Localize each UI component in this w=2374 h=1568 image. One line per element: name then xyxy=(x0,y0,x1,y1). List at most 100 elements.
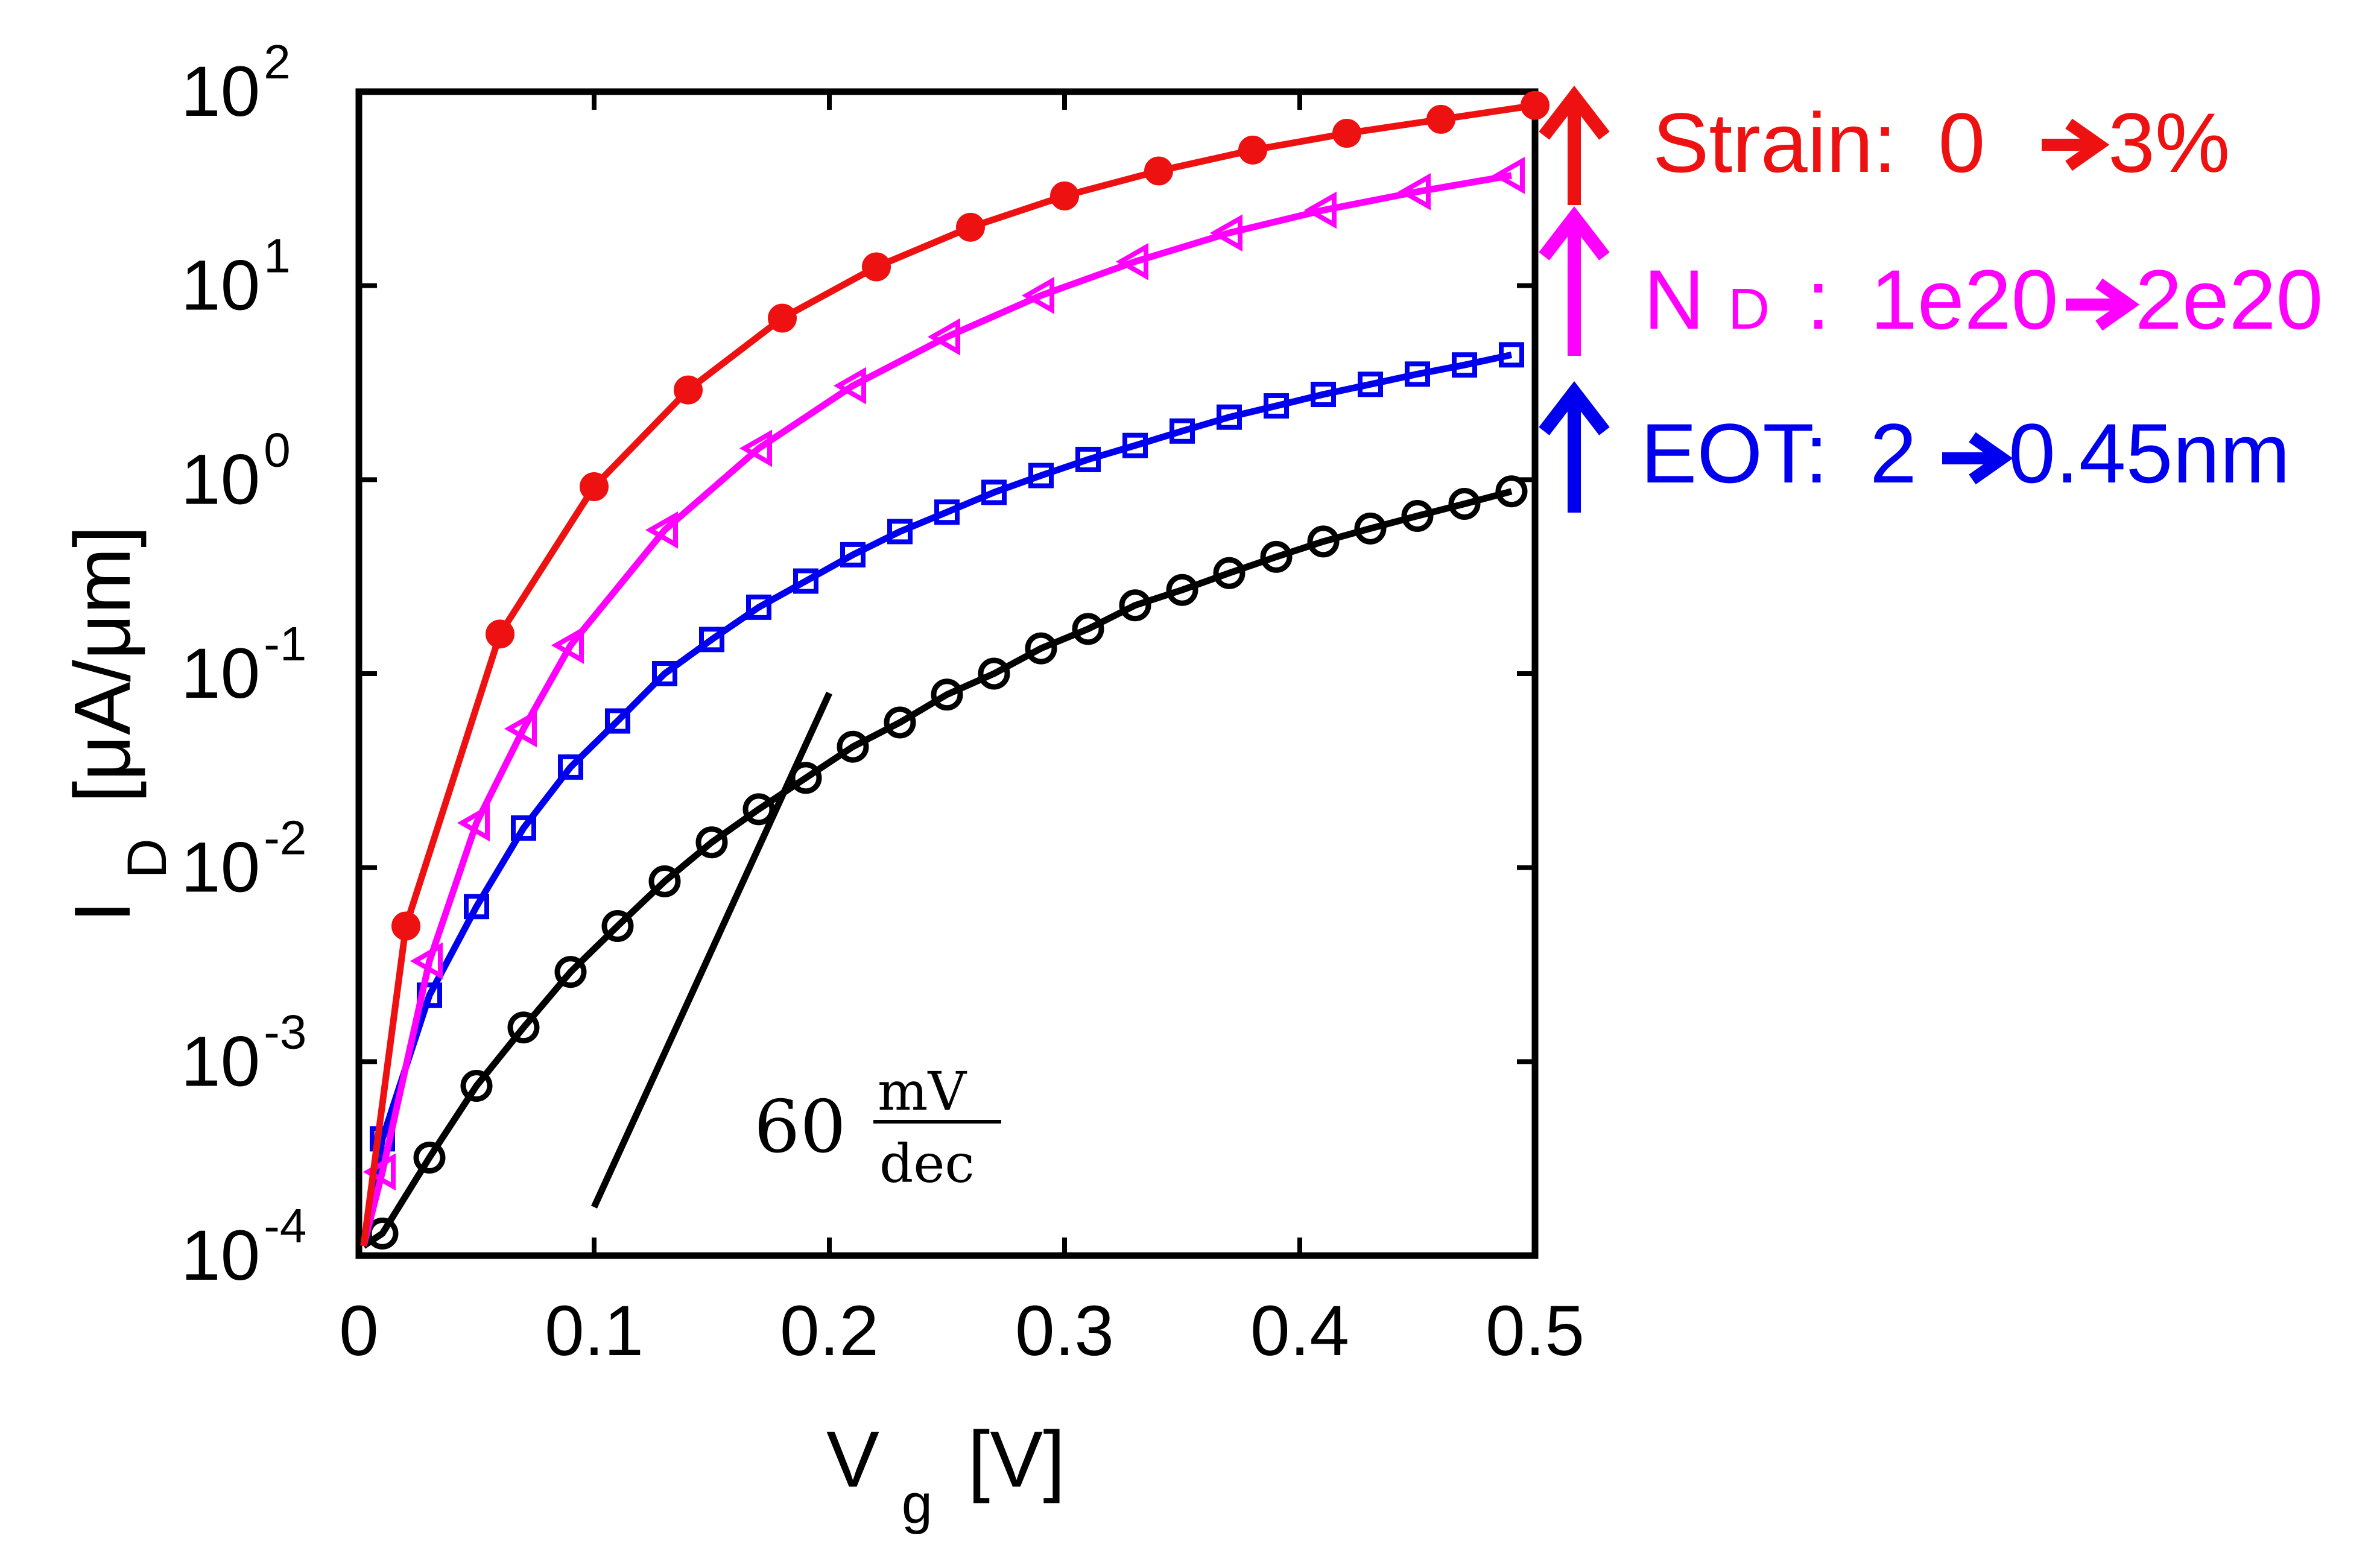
data-point xyxy=(652,661,677,686)
data-point xyxy=(391,911,420,941)
nd-right-arrow-icon xyxy=(2066,278,2140,331)
data-point xyxy=(674,375,703,405)
data-point xyxy=(410,942,443,980)
data-point xyxy=(981,479,1007,505)
data-point xyxy=(511,815,536,841)
series-line xyxy=(360,102,1536,1247)
nd-annotation: N D : 1e20 2e20 xyxy=(1539,206,2323,356)
data-point xyxy=(833,367,866,405)
svg-text:I D [μA/μm]: I D [μA/μm] xyxy=(58,525,183,923)
x-tick-label: 0.3 xyxy=(1015,1291,1114,1371)
strain-up-arrow-icon xyxy=(1539,85,1610,140)
data-point xyxy=(1405,361,1430,387)
data-point xyxy=(1217,404,1242,430)
y-axis-label-unit: [μA/μm] xyxy=(58,525,147,803)
y-tick-label: 10-1 xyxy=(181,617,306,713)
strain-annotation: Strain: 0 3% xyxy=(1539,85,2230,205)
data-point xyxy=(1521,90,1549,120)
strain-to: 3% xyxy=(2108,95,2230,190)
data-point xyxy=(1119,589,1151,622)
data-point xyxy=(1025,632,1057,665)
data-point xyxy=(1311,382,1336,408)
x-axis-ticks: 0 0.1 0.2 0.3 0.4 0.5 xyxy=(339,92,1584,1371)
data-point xyxy=(1264,393,1289,419)
data-point xyxy=(837,730,869,763)
y-tick-label: 10-4 xyxy=(181,1199,306,1295)
data-point xyxy=(931,678,963,711)
data-point xyxy=(1209,214,1242,252)
y-tick-label: 10-3 xyxy=(181,1005,306,1101)
data-point xyxy=(1170,418,1195,444)
data-point xyxy=(580,472,609,501)
x-axis-label-main: V xyxy=(826,1415,879,1503)
series-0 xyxy=(361,475,1528,1250)
data-point xyxy=(793,568,818,594)
data-point xyxy=(790,762,822,794)
data-point xyxy=(457,804,490,842)
data-point xyxy=(645,511,678,549)
data-point xyxy=(1144,156,1173,186)
data-point xyxy=(1213,557,1246,589)
data-point xyxy=(1115,242,1148,280)
data-point xyxy=(504,710,537,748)
eot-annotation: EOT: 2 0.45nm xyxy=(1539,381,2290,513)
strain-label: Strain: xyxy=(1653,95,1897,190)
data-point xyxy=(1075,446,1101,472)
data-point xyxy=(507,1011,540,1044)
data-point xyxy=(1028,463,1054,488)
eot-from: 2 xyxy=(1870,406,1917,501)
eot-right-arrow-icon xyxy=(1942,432,2013,485)
data-point xyxy=(601,909,634,942)
data-point xyxy=(768,303,797,333)
x-axis-label-sub: g xyxy=(902,1473,932,1535)
y-axis-label-main: I xyxy=(58,900,147,923)
strain-right-arrow-icon xyxy=(2042,118,2110,171)
data-point xyxy=(956,212,985,242)
slope-numerator: mV xyxy=(878,1060,967,1122)
data-point xyxy=(605,708,630,734)
data-point xyxy=(884,706,916,739)
data-point xyxy=(1166,574,1198,606)
data-point xyxy=(558,754,583,780)
y-tick-label: 102 xyxy=(181,35,291,131)
data-point xyxy=(699,627,724,653)
data-point xyxy=(1499,342,1524,368)
data-point xyxy=(648,865,681,897)
data-point xyxy=(1260,540,1293,573)
slope-annotation: 60 mV dec xyxy=(754,1060,1001,1195)
nd-from: 1e20 xyxy=(1870,252,2058,347)
nd-label-sub: D xyxy=(1728,277,1770,341)
data-point xyxy=(1492,157,1525,194)
data-point xyxy=(1495,475,1528,508)
data-point xyxy=(1448,488,1481,520)
data-point xyxy=(978,657,1010,690)
data-point xyxy=(362,1153,396,1191)
y-axis-label-sub: D xyxy=(116,838,178,878)
nd-label: N xyxy=(1644,252,1705,347)
data-point xyxy=(551,627,584,664)
data-point xyxy=(1397,172,1431,210)
nd-separator: : xyxy=(1806,252,1830,347)
slope-value: 60 xyxy=(754,1086,846,1169)
x-tick-label: 0.4 xyxy=(1250,1291,1349,1371)
slope-denominator: dec xyxy=(879,1133,975,1195)
series-1 xyxy=(360,342,1524,1247)
data-point xyxy=(862,252,891,282)
eot-label: EOT: xyxy=(1641,406,1828,501)
data-point xyxy=(1122,432,1148,458)
data-point xyxy=(1401,500,1434,533)
data-point xyxy=(1050,181,1079,210)
y-axis-ticks: 10-4 10-3 10-2 10-1 100 101 102 xyxy=(181,35,1535,1295)
svg-text:EOT: 2: EOT: 2 xyxy=(1641,406,1917,501)
data-point xyxy=(1021,277,1054,314)
x-tick-label: 0 xyxy=(339,1291,379,1371)
x-axis-label-unit: [V] xyxy=(968,1415,1065,1503)
nd-up-arrow-icon xyxy=(1539,206,1610,261)
y-tick-label: 10-2 xyxy=(181,811,306,908)
eot-up-arrow-icon xyxy=(1539,381,1610,435)
data-point xyxy=(1358,371,1383,397)
data-point xyxy=(554,956,587,988)
data-point xyxy=(1303,191,1337,229)
data-point xyxy=(1307,525,1340,558)
